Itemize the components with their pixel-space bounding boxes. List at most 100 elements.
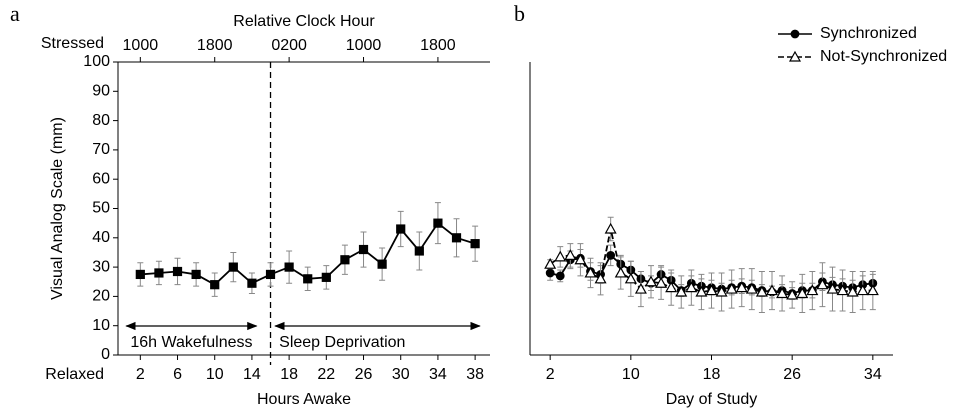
marker [655, 276, 668, 288]
marker [715, 285, 728, 297]
y-tick-label: 50 [92, 200, 110, 217]
marker [172, 266, 183, 277]
marker [564, 249, 577, 260]
marker [228, 262, 238, 272]
marker [745, 282, 758, 294]
marker [735, 281, 748, 293]
x-tick-label: 10 [622, 366, 640, 383]
marker [786, 288, 799, 300]
x-tick-label: 18 [703, 366, 721, 383]
marker [135, 269, 145, 280]
marker [846, 285, 859, 297]
marker [644, 275, 658, 287]
end-label: Stressed [41, 35, 104, 52]
marker [806, 284, 819, 296]
marker [321, 272, 331, 282]
marker [247, 278, 257, 288]
marker [470, 239, 480, 249]
x-tick-label: 34 [864, 366, 882, 383]
marker [544, 257, 557, 269]
marker [665, 281, 678, 293]
top-tick-label: 1800 [197, 37, 233, 54]
top-tick-label: 1000 [346, 37, 382, 54]
legend-label: Synchronized [820, 25, 917, 42]
marker [574, 253, 587, 265]
marker [685, 281, 698, 293]
arrow-label: 16h Wakefulness [130, 334, 252, 351]
y-tick-label: 0 [101, 346, 110, 363]
marker [725, 282, 738, 294]
panel-label: a [10, 1, 20, 26]
x-tick-label: 18 [280, 366, 298, 383]
top-tick-label: 0200 [271, 37, 307, 54]
y-tick-label: 60 [92, 170, 110, 187]
y-tick-label: 10 [92, 317, 110, 334]
y-axis-label: Visual Analog Scale (mm) [49, 117, 66, 300]
marker [303, 274, 313, 284]
marker [594, 272, 607, 284]
x-axis-label: Hours Awake [257, 391, 351, 408]
marker [624, 272, 637, 284]
panel-label: b [514, 1, 525, 26]
marker [796, 287, 809, 299]
y-tick-label: 70 [92, 141, 110, 158]
end-label: Relaxed [45, 366, 104, 383]
marker [675, 285, 688, 297]
y-tick-label: 80 [92, 112, 110, 129]
marker [755, 285, 768, 297]
top-axis-label: Relative Clock Hour [233, 13, 375, 30]
x-tick-label: 6 [173, 366, 182, 383]
marker [866, 284, 879, 296]
y-tick-label: 30 [92, 258, 110, 275]
arrow-label: Sleep Deprivation [279, 334, 405, 351]
marker [836, 284, 849, 296]
marker [606, 250, 616, 260]
marker [555, 271, 565, 281]
top-tick-label: 1800 [420, 37, 456, 54]
marker [776, 287, 789, 299]
legend-marker [790, 29, 800, 39]
marker [554, 250, 567, 262]
marker [340, 255, 350, 265]
marker [705, 284, 718, 296]
marker [634, 282, 647, 294]
x-tick-label: 30 [392, 366, 410, 383]
marker [765, 284, 779, 296]
marker [265, 269, 276, 280]
marker [816, 278, 829, 290]
marker [191, 269, 201, 280]
x-axis-label: Day of Study [666, 391, 758, 408]
y-tick-label: 40 [92, 229, 110, 246]
marker [451, 233, 462, 243]
marker [545, 268, 555, 278]
marker [210, 280, 220, 290]
marker [604, 222, 617, 234]
x-tick-label: 22 [317, 366, 335, 383]
marker [358, 244, 369, 255]
marker [414, 246, 424, 256]
x-tick-label: 26 [355, 366, 373, 383]
marker [377, 259, 387, 269]
marker [614, 266, 627, 278]
x-tick-label: 2 [546, 366, 555, 383]
x-tick-label: 2 [136, 366, 145, 383]
legend-label: Not-Synchronized [820, 48, 947, 65]
x-tick-label: 14 [243, 366, 261, 383]
marker [396, 224, 406, 234]
y-tick-label: 20 [92, 288, 110, 305]
marker [584, 266, 597, 278]
y-tick-label: 90 [92, 83, 110, 100]
x-tick-label: 26 [783, 366, 801, 383]
marker [433, 218, 443, 228]
marker [856, 284, 869, 296]
x-tick-label: 34 [429, 366, 447, 383]
top-tick-label: 1000 [123, 37, 159, 54]
marker [154, 268, 164, 278]
marker [695, 285, 708, 297]
legend-marker [788, 50, 802, 62]
x-tick-label: 10 [206, 366, 224, 383]
marker [284, 262, 294, 272]
x-tick-label: 38 [466, 366, 484, 383]
marker [826, 282, 839, 294]
